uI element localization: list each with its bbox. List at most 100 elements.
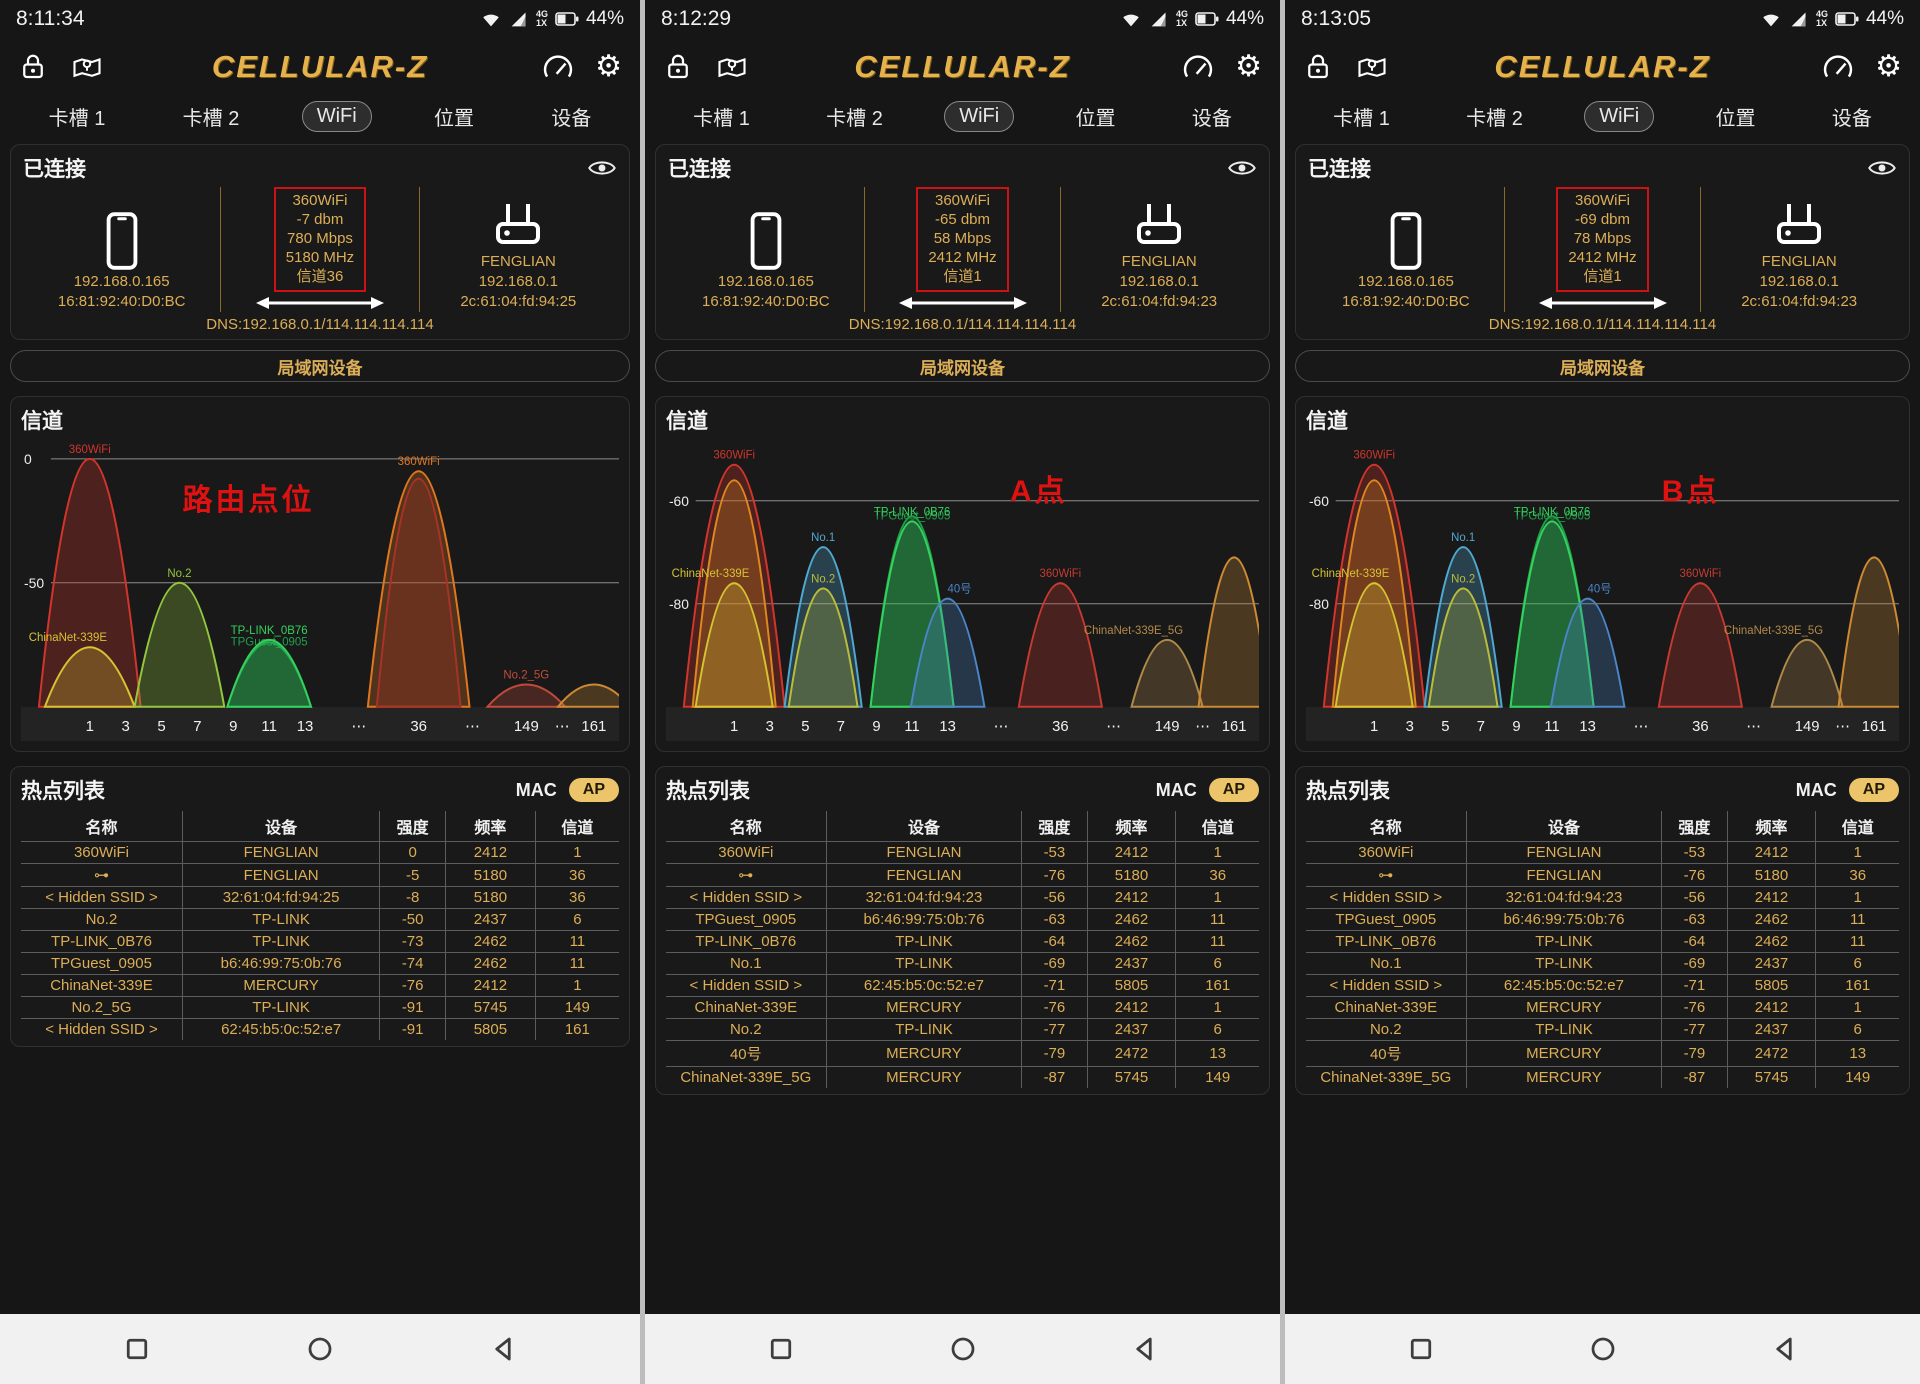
ap-toggle[interactable]: AP (1208, 778, 1259, 802)
hotspot-row[interactable]: ⊶ FENGLIAN -76 5180 36 (666, 863, 1259, 887)
map-location-icon[interactable] (1355, 52, 1389, 82)
settings-gear-icon[interactable]: ⚙ (1875, 50, 1902, 83)
tab-卡槽 1[interactable]: 卡槽 1 (48, 107, 106, 130)
mac-toggle[interactable]: MAC (1795, 779, 1837, 800)
table-header-cell[interactable]: 频率 (1086, 811, 1177, 842)
hotspot-row[interactable]: No.2_5G TP-LINK -91 5745 149 (21, 996, 619, 1019)
hotspot-row[interactable]: TPGuest_0905 b6:46:99:75:0b:76 -63 2462 11 (666, 908, 1259, 931)
tab-位置[interactable]: 位置 (1715, 107, 1756, 130)
hotspot-row[interactable]: 360WiFi FENGLIAN 0 2412 1 (21, 841, 619, 864)
table-header-cell[interactable]: 设备 (1465, 811, 1663, 842)
hotspot-row[interactable]: TP-LINK_0B76 TP-LINK -64 2462 11 (1306, 930, 1899, 953)
chart-ap-peak (783, 546, 863, 708)
hotspot-row[interactable]: TP-LINK_0B76 TP-LINK -64 2462 11 (666, 930, 1259, 953)
tab-卡槽 1[interactable]: 卡槽 1 (693, 107, 750, 130)
speed-gauge-icon[interactable] (1821, 52, 1855, 82)
nav-back-button[interactable] (1769, 1334, 1799, 1364)
hotspot-row[interactable]: No.2 TP-LINK -77 2437 6 (666, 1018, 1259, 1041)
lan-devices-button[interactable]: 局域网设备 (10, 350, 630, 382)
mac-toggle[interactable]: MAC (515, 779, 557, 800)
hotspot-row[interactable]: ⊶ FENGLIAN -5 5180 36 (21, 863, 619, 887)
tab-设备[interactable]: 设备 (551, 107, 592, 130)
hotspot-row[interactable]: < Hidden SSID >32:61:04:fd:94:23 -56 2412 1 (666, 886, 1259, 909)
tab-设备[interactable]: 设备 (1831, 107, 1872, 130)
table-header-cell[interactable]: 频率 (445, 811, 536, 842)
hotspot-cell: No.2_5G (21, 996, 183, 1019)
settings-gear-icon[interactable]: ⚙ (1235, 50, 1262, 83)
hotspot-row[interactable]: ChinaNet-339E MERCURY -76 2412 1 (1306, 996, 1899, 1019)
nav-home-button[interactable] (305, 1334, 335, 1364)
lan-devices-button[interactable]: 局域网设备 (655, 350, 1270, 382)
lock-icon[interactable] (18, 52, 48, 82)
tab-wifi-active[interactable]: WiFi (944, 100, 1015, 132)
hotspot-row[interactable]: ChinaNet-339E_5G MERCURY -87 5745 149 (1306, 1066, 1899, 1088)
nav-back-button[interactable] (1129, 1334, 1159, 1364)
tab-卡槽 2[interactable]: 卡槽 2 (826, 107, 883, 130)
hotspot-row[interactable]: < Hidden SSID >32:61:04:fd:94:25 -8 5180 36 (21, 886, 619, 909)
eye-icon[interactable] (587, 157, 617, 179)
table-header-cell[interactable]: 信道 (534, 811, 619, 842)
hotspot-row[interactable]: 360WiFi FENGLIAN -53 2412 1 (1306, 841, 1899, 864)
hotspot-row[interactable]: ⊶ FENGLIAN -76 5180 36 (1306, 863, 1899, 887)
table-header-cell[interactable]: 名称 (21, 811, 183, 842)
nav-home-button[interactable] (948, 1334, 978, 1364)
hotspot-row[interactable]: No.1 TP-LINK -69 2437 6 (666, 952, 1259, 975)
tab-wifi-active[interactable]: WiFi (1584, 100, 1655, 132)
table-header-cell[interactable]: 信道 (1175, 811, 1259, 842)
nav-back-button[interactable] (488, 1334, 518, 1364)
hotspot-row[interactable]: 360WiFi FENGLIAN -53 2412 1 (666, 841, 1259, 864)
lock-icon[interactable] (1303, 52, 1333, 82)
table-header-cell[interactable]: 设备 (825, 811, 1023, 842)
hotspot-row[interactable]: No.1 TP-LINK -69 2437 6 (1306, 952, 1899, 975)
hotspot-row[interactable]: < Hidden SSID >32:61:04:fd:94:23 -56 2412 1 (1306, 886, 1899, 909)
speed-gauge-icon[interactable] (541, 52, 575, 82)
nav-recents-button[interactable] (766, 1334, 796, 1364)
hotspot-row[interactable]: TP-LINK_0B76 TP-LINK -73 2462 11 (21, 930, 619, 953)
tab-卡槽 1[interactable]: 卡槽 1 (1333, 107, 1390, 130)
nav-recents-button[interactable] (122, 1334, 152, 1364)
hotspot-row[interactable]: < Hidden SSID >62:45:b5:0c:52:e7 -71 5805 1… (1306, 974, 1899, 997)
settings-gear-icon[interactable]: ⚙ (595, 50, 622, 83)
hotspot-row[interactable]: < Hidden SSID >62:45:b5:0c:52:e7 -71 5805 1… (666, 974, 1259, 997)
speed-gauge-icon[interactable] (1181, 52, 1215, 82)
nav-recents-button[interactable] (1406, 1334, 1436, 1364)
tab-卡槽 2[interactable]: 卡槽 2 (182, 107, 240, 130)
table-header-cell[interactable]: 设备 (181, 811, 381, 842)
hotspot-row[interactable]: 40号 MERCURY -79 2472 13 (1306, 1040, 1899, 1067)
mac-toggle[interactable]: MAC (1155, 779, 1197, 800)
table-header-cell[interactable]: 强度 (379, 811, 447, 842)
hotspot-row[interactable]: TPGuest_0905 b6:46:99:75:0b:76 -63 2462 11 (1306, 908, 1899, 931)
hotspot-row[interactable]: No.2 TP-LINK -50 2437 6 (21, 908, 619, 931)
hotspot-row[interactable]: TPGuest_0905 b6:46:99:75:0b:76 -74 2462 11 (21, 952, 619, 975)
ap-toggle[interactable]: AP (1848, 778, 1899, 802)
hotspot-row[interactable]: No.2 TP-LINK -77 2437 6 (1306, 1018, 1899, 1041)
hotspot-row[interactable]: < Hidden SSID >62:45:b5:0c:52:e7 -91 5805 1… (21, 1018, 619, 1040)
cell-signal-icon (1791, 12, 1806, 27)
lan-devices-button[interactable]: 局域网设备 (1295, 350, 1910, 382)
nav-home-button[interactable] (1588, 1334, 1618, 1364)
tab-wifi-active[interactable]: WiFi (301, 100, 372, 132)
hotspot-row[interactable]: ChinaNet-339E MERCURY -76 2412 1 (21, 974, 619, 997)
tab-位置[interactable]: 位置 (434, 107, 474, 130)
chart-ap-peak (1549, 597, 1626, 708)
status-bar: 8:11:34 4G 1X (0, 0, 640, 38)
table-header-cell[interactable]: 名称 (1306, 811, 1467, 842)
hotspot-row[interactable]: ChinaNet-339E MERCURY -76 2412 1 (666, 996, 1259, 1019)
ap-toggle[interactable]: AP (568, 778, 619, 802)
hotspot-row[interactable]: ChinaNet-339E_5G MERCURY -87 5745 149 (666, 1066, 1259, 1088)
table-header-cell[interactable]: 频率 (1726, 811, 1817, 842)
table-header-cell[interactable]: 强度 (1021, 811, 1088, 842)
eye-icon[interactable] (1867, 157, 1897, 179)
map-location-icon[interactable] (70, 52, 104, 82)
lock-icon[interactable] (663, 52, 693, 82)
table-header-cell[interactable]: 强度 (1661, 811, 1728, 842)
table-header-cell[interactable]: 名称 (666, 811, 827, 842)
eye-icon[interactable] (1227, 157, 1257, 179)
map-location-icon[interactable] (715, 52, 749, 82)
table-header-cell[interactable]: 信道 (1815, 811, 1899, 842)
tab-设备[interactable]: 设备 (1191, 107, 1232, 130)
tab-卡槽 2[interactable]: 卡槽 2 (1466, 107, 1523, 130)
tab-位置[interactable]: 位置 (1075, 107, 1116, 130)
hotspot-cell: -63 (1661, 908, 1728, 931)
hotspot-row[interactable]: 40号 MERCURY -79 2472 13 (666, 1040, 1259, 1067)
